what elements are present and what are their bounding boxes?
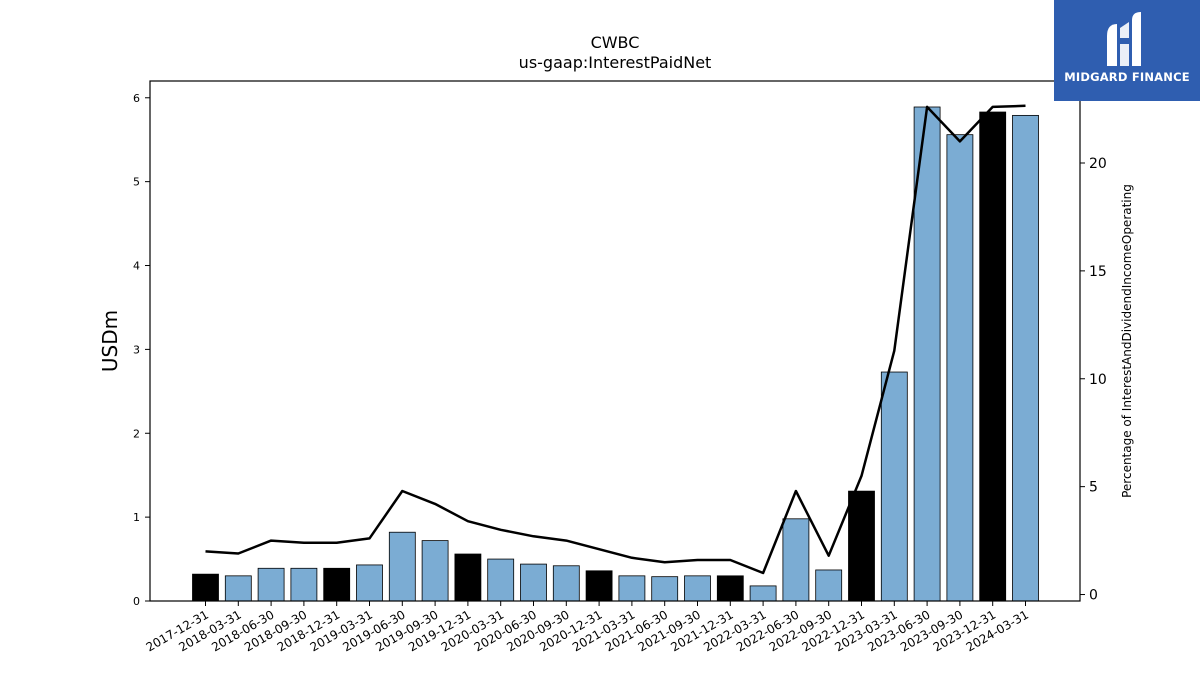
y-tick-label: 1 <box>133 511 140 524</box>
bar-2019-06-30 <box>388 531 416 602</box>
midgard-logo-icon <box>1107 12 1141 66</box>
bar-2018-03-31 <box>224 575 252 602</box>
bar-2018-06-30 <box>257 567 285 602</box>
y2-tick-label: 10 <box>1089 372 1107 388</box>
bar-2017-12-31 <box>192 573 219 602</box>
logo-text: MIDGARD FINANCE <box>1064 70 1190 84</box>
bar-2020-12-31 <box>585 570 613 602</box>
y-tick-label: 4 <box>133 260 140 273</box>
bar-2023-03-31 <box>880 371 908 602</box>
y2-tick-label: 20 <box>1089 156 1107 172</box>
y-tick-label: 3 <box>133 343 140 356</box>
y-axis-label: USDm <box>98 310 122 372</box>
y-tick-label: 0 <box>133 595 140 608</box>
bar-2023-12-31 <box>979 111 1007 602</box>
bar-2019-09-30 <box>421 540 449 602</box>
bar-2019-03-31 <box>356 564 383 602</box>
brand-logo: MIDGARD FINANCE <box>1054 0 1200 101</box>
bar-2020-06-30 <box>520 563 547 602</box>
y2-tick-label: 15 <box>1089 264 1107 280</box>
y2-axis-label: Percentage of InterestAndDividendIncomeO… <box>1120 184 1134 498</box>
y2-tick-label: 5 <box>1089 480 1098 496</box>
plot-frame <box>149 80 1081 602</box>
y-tick-label: 6 <box>133 92 140 105</box>
chart-title: CWBC <box>591 33 640 52</box>
bar-2023-06-30 <box>913 106 941 602</box>
y2-tick-label: 0 <box>1089 588 1098 604</box>
bar-2021-03-31 <box>618 575 646 602</box>
bar-2022-09-30 <box>815 569 843 602</box>
bar-2018-09-30 <box>290 567 318 602</box>
bar-2021-06-30 <box>651 576 679 602</box>
bar-2020-09-30 <box>552 565 580 602</box>
series-line <box>205 104 1026 575</box>
bar-2021-12-31 <box>716 575 744 602</box>
bar-2024-03-31 <box>1012 114 1039 602</box>
bar-2020-03-31 <box>487 558 515 602</box>
bar-2023-09-30 <box>946 134 974 602</box>
bar-2018-12-31 <box>323 567 351 602</box>
y-tick-label: 5 <box>133 176 140 189</box>
bar-2019-12-31 <box>454 553 482 602</box>
bar-2022-03-31 <box>749 585 777 602</box>
y-tick-label: 2 <box>133 427 140 440</box>
bar-2022-06-30 <box>782 518 810 602</box>
bar-2021-09-30 <box>684 575 711 602</box>
bar-2022-12-31 <box>848 490 875 602</box>
chart-subtitle: us-gaap:InterestPaidNet <box>519 53 712 72</box>
